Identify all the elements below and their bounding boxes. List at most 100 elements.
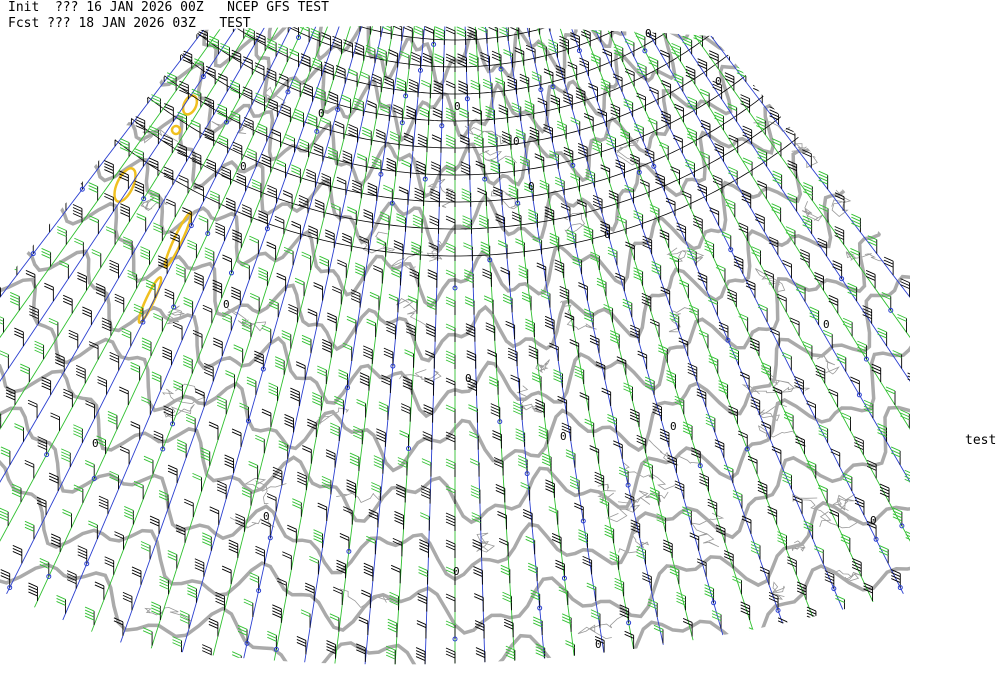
wind-barb (363, 348, 373, 354)
calm-marker (188, 223, 194, 229)
wind-barb (818, 179, 828, 185)
wind-barb (248, 460, 258, 466)
wind-barb (495, 490, 505, 495)
wind-barb (682, 621, 693, 626)
calm-marker (452, 285, 458, 291)
wind-barb (554, 182, 565, 188)
wind-barb (508, 184, 518, 190)
wind-barb (531, 375, 542, 381)
wind-barb (802, 341, 813, 347)
wind-barb (379, 211, 390, 217)
wind-barb (356, 402, 366, 407)
calm-marker (642, 48, 648, 54)
wind-barb (291, 167, 301, 173)
wind-barb (366, 538, 376, 544)
wind-barb (647, 598, 658, 604)
wind-barb (806, 615, 817, 621)
wind-barb (139, 21, 148, 25)
wind-barb (495, 213, 505, 219)
wind-barb (728, 405, 738, 411)
wind-barb (532, 235, 542, 241)
wind-barb (274, 218, 285, 224)
wind-barb (445, 464, 456, 470)
wind-barb (113, 617, 124, 623)
wind-barb (473, 139, 484, 145)
wind-barb (425, 332, 436, 338)
wind-barb (290, 20, 299, 24)
wind-barb (851, 222, 861, 228)
wind-barb (520, 26, 530, 27)
wind-barb (842, 323, 853, 329)
wind-barb (740, 607, 750, 613)
wind-barb (794, 385, 804, 390)
wind-barb (689, 535, 699, 541)
wind-barb (696, 394, 707, 400)
wind-barb (288, 306, 298, 312)
wind-barb (140, 249, 150, 255)
calm-marker (524, 471, 530, 477)
wind-barb (478, 214, 489, 220)
wind-barb (751, 252, 761, 258)
calm-marker (378, 171, 384, 177)
wind-barb (879, 486, 890, 492)
wind-barb (857, 346, 867, 352)
wind-barb (624, 493, 635, 498)
wind-barb (469, 434, 479, 440)
wind-barb (338, 372, 348, 378)
wind-barb (287, 527, 297, 533)
wind-barb (987, 348, 996, 352)
wind-barb (524, 103, 534, 109)
wind-barb (697, 189, 707, 194)
wind-barb (109, 105, 119, 110)
wind-barb (278, 446, 288, 452)
wind-barb (807, 74, 817, 80)
wind-barb (255, 551, 265, 557)
wind-barb (795, 286, 806, 291)
wind-barb (555, 565, 565, 571)
wind-barb (282, 551, 292, 557)
wind-barb (401, 162, 411, 168)
calm-marker (576, 48, 582, 54)
wind-barb (477, 190, 487, 196)
wind-barb (384, 75, 394, 81)
wind-barb (109, 96, 119, 101)
wind-barb (485, 108, 495, 114)
wind-barb (202, 647, 212, 653)
wind-barb (491, 50, 502, 56)
wind-barb (313, 529, 323, 535)
wind-barb (772, 170, 782, 176)
wind-barb (595, 364, 606, 370)
wind-barb (209, 509, 219, 515)
wind-barb (417, 133, 428, 139)
wind-barb (862, 311, 872, 317)
wind-barb (312, 60, 322, 66)
wind-barb (124, 515, 134, 520)
wind-barb (604, 533, 614, 539)
wind-barb (538, 431, 548, 437)
wind-barb (114, 531, 124, 537)
wind-barb (393, 107, 403, 113)
calm-marker (205, 230, 211, 236)
wind-barb (296, 639, 307, 644)
wind-barb (212, 285, 222, 291)
wind-barb (230, 116, 240, 122)
wind-barb (633, 276, 643, 282)
wind-barb (727, 169, 738, 175)
wind-barb (241, 321, 252, 327)
wind-barb (613, 15, 622, 19)
wind-barb (485, 114, 495, 120)
wind-barb (312, 398, 322, 403)
wind-barb (268, 101, 278, 107)
wind-barb (623, 104, 633, 110)
wind-barb (272, 604, 282, 610)
wind-barb (204, 371, 214, 377)
wind-barb (850, 251, 860, 256)
wind-barb (685, 71, 696, 77)
wind-barb (327, 152, 338, 158)
wind-barb (183, 361, 193, 366)
wind-barb (866, 520, 877, 526)
wind-barb (246, 150, 257, 156)
wind-barb (158, 496, 169, 502)
wind-barb (414, 190, 424, 196)
wind-barb (139, 18, 148, 22)
